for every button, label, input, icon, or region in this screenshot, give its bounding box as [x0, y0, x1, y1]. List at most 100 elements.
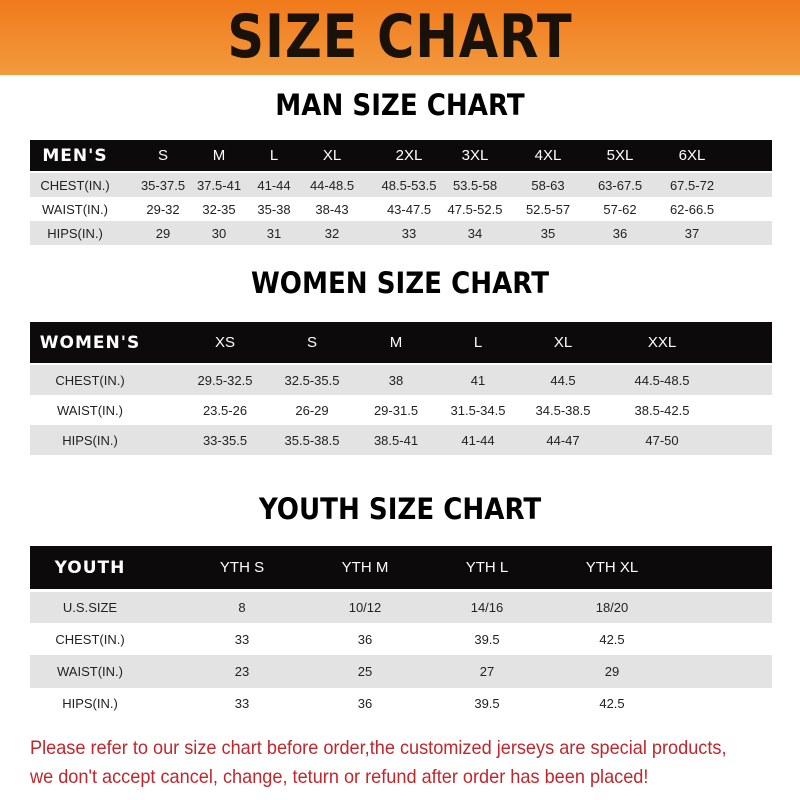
header-row: WOMEN'S XS S M L XL XXL — [30, 322, 772, 363]
size-value: 33-35.5 — [202, 432, 248, 448]
size-value: 37 — [684, 225, 700, 241]
size-value: 33 — [401, 225, 417, 241]
size-value: 35 — [540, 225, 556, 241]
measurement-label: CHEST(IN.) — [55, 372, 125, 388]
size-value: 29-31.5 — [373, 402, 419, 418]
size-value: 34.5-38.5 — [535, 402, 591, 418]
youth-title: YOUTH SIZE CHART — [258, 492, 542, 526]
size-value: 47.5-52.5 — [447, 201, 503, 217]
size-value: 29.5-32.5 — [197, 372, 253, 388]
size-value: 23.5-26 — [202, 402, 248, 418]
measurement-label: HIPS(IN.) — [62, 432, 118, 448]
header-row: YOUTH YTH S YTH M YTH L YTH XL — [30, 546, 772, 589]
size-header: 4XL — [534, 147, 562, 164]
size-value: 38-43 — [315, 201, 349, 217]
size-value: 35.5-38.5 — [284, 432, 340, 448]
table-row: CHEST(IN.) 33 36 39.5 42.5 — [30, 623, 772, 655]
measurement-label: HIPS(IN.) — [62, 696, 118, 711]
size-value: 29 — [155, 225, 171, 241]
size-value: 33 — [234, 631, 250, 647]
size-value: 29-32 — [146, 201, 180, 217]
measurement-label: U.S.SIZE — [62, 600, 118, 615]
size-header: XL — [553, 334, 573, 351]
size-value: 10/12 — [348, 600, 382, 615]
size-value: 14/16 — [470, 600, 504, 615]
size-header: L — [269, 147, 279, 164]
size-value: 27 — [479, 664, 495, 679]
size-header: S — [157, 147, 169, 164]
size-value: 18/20 — [595, 600, 629, 615]
table-row: CHEST(IN.) 35-37.5 37.5-41 41-44 44-48.5 48.5… — [30, 173, 772, 197]
order-notice: Please refer to our size chart before or… — [30, 737, 727, 788]
size-value: 34 — [467, 225, 483, 241]
size-header: YTH L — [465, 559, 509, 576]
measurement-label: CHEST(IN.) — [40, 177, 110, 193]
size-value: 48.5-53.5 — [381, 177, 437, 193]
size-value: 37.5-41 — [196, 177, 242, 193]
size-value: 62-66.5 — [669, 201, 715, 217]
size-value: 44.5 — [550, 372, 576, 388]
measurement-label: WAIST(IN.) — [57, 664, 123, 679]
banner-title: SIZE CHART — [227, 2, 573, 72]
size-value: 44-47 — [546, 432, 580, 448]
header-row: MEN'S S M L XL 2XL 3XL 4XL 5XL 6XL — [30, 140, 772, 171]
table-title-cell: MEN'S — [42, 145, 108, 166]
table-row: WAIST(IN.) 23 25 27 29 — [30, 655, 772, 688]
size-value: 44.5-48.5 — [634, 372, 690, 388]
women-title: WOMEN SIZE CHART — [251, 266, 549, 300]
size-value: 30 — [211, 225, 227, 241]
size-value: 47-50 — [645, 432, 679, 448]
size-header: L — [473, 334, 483, 351]
size-header: XXL — [647, 334, 677, 351]
size-value: 41-44 — [257, 177, 291, 193]
size-header: 5XL — [606, 147, 634, 164]
size-header: XS — [214, 334, 236, 351]
size-value: 43-47.5 — [386, 201, 432, 217]
size-value: 41 — [470, 372, 486, 388]
size-value: 41-44 — [461, 432, 495, 448]
size-header: 3XL — [461, 147, 489, 164]
size-value: 25 — [357, 664, 373, 679]
size-value: 52.5-57 — [525, 201, 571, 217]
size-value: 26-29 — [295, 402, 329, 418]
table-row: HIPS(IN.) 29 30 31 32 33 34 35 36 37 — [30, 221, 772, 245]
size-value: 67.5-72 — [669, 177, 715, 193]
size-value: 38.5-41 — [373, 432, 419, 448]
size-value: 35-38 — [257, 201, 291, 217]
size-header: YTH S — [219, 559, 265, 576]
size-value: 32 — [324, 225, 340, 241]
size-value: 36 — [612, 225, 628, 241]
size-value: 33 — [234, 696, 250, 711]
size-value: 35-37.5 — [140, 177, 186, 193]
size-value: 42.5 — [599, 631, 625, 647]
measurement-label: WAIST(IN.) — [57, 402, 123, 418]
size-value: 31.5-34.5 — [450, 402, 506, 418]
table-row: WAIST(IN.) 29-32 32-35 35-38 38-43 43-47.5 47.… — [30, 197, 772, 221]
measurement-label: CHEST(IN.) — [55, 631, 125, 647]
size-value: 23 — [234, 664, 250, 679]
size-value: 8 — [238, 600, 246, 615]
size-value: 42.5 — [599, 696, 625, 711]
size-header: 2XL — [395, 147, 423, 164]
size-value: 32-35 — [202, 201, 236, 217]
size-value: 36 — [357, 631, 373, 647]
size-value: 53.5-58 — [452, 177, 498, 193]
size-value: 29 — [604, 664, 620, 679]
measurement-label: WAIST(IN.) — [42, 201, 108, 217]
table-title-cell: YOUTH — [54, 557, 126, 578]
size-value: 39.5 — [474, 631, 500, 647]
size-value: 31 — [266, 225, 282, 241]
size-header: YTH XL — [585, 559, 639, 576]
table-row: WAIST(IN.) 23.5-26 26-29 29-31.5 31.5-34.5 34… — [30, 395, 772, 425]
size-value: 57-62 — [603, 201, 637, 217]
table-row: U.S.SIZE 8 10/12 14/16 18/20 — [30, 592, 772, 623]
size-header: M — [212, 147, 226, 164]
size-chart-banner: SIZE CHART — [0, 0, 800, 75]
size-value: 32.5-35.5 — [284, 372, 340, 388]
size-header: YTH M — [341, 559, 389, 576]
measurement-label: HIPS(IN.) — [47, 225, 103, 241]
size-header: S — [306, 334, 318, 351]
size-header: M — [389, 334, 403, 351]
men-title: MAN SIZE CHART — [275, 88, 525, 122]
size-value: 38 — [388, 372, 404, 388]
